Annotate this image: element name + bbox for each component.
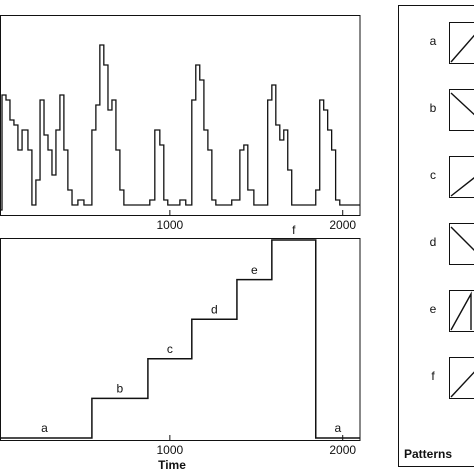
- x-tick-label: 1000: [157, 218, 184, 232]
- step-label: f: [292, 223, 296, 237]
- step-label: a: [335, 421, 342, 435]
- x-tick-label: 2000: [329, 218, 356, 232]
- step-line: [0, 239, 360, 439]
- patterns-frame: [398, 5, 474, 467]
- x-axis-label: Time: [158, 458, 186, 472]
- step-line: [0, 44, 360, 211]
- pattern-shape: [450, 291, 472, 331]
- step-label: a: [41, 421, 48, 435]
- pattern-box: [449, 22, 474, 64]
- step-label: d: [211, 302, 218, 316]
- pattern-box: [449, 223, 474, 265]
- pattern-box: [449, 290, 474, 332]
- x-tick-label: 2000: [329, 443, 356, 457]
- pattern-box: [449, 357, 474, 399]
- step-label: c: [167, 342, 173, 356]
- pattern-label: e: [430, 302, 437, 316]
- pattern-box: [449, 89, 474, 131]
- patterns-title: Patterns: [404, 447, 452, 461]
- pattern-label: a: [430, 34, 437, 48]
- pattern-shape: [450, 92, 474, 116]
- pattern-box: [449, 156, 474, 198]
- step-label: e: [251, 263, 258, 277]
- pattern-label: b: [430, 101, 437, 115]
- pattern-shape: [450, 34, 474, 63]
- pattern-shape: [450, 371, 474, 398]
- step-label: b: [117, 382, 124, 396]
- pattern-label: c: [430, 168, 436, 182]
- top-plot-frame: [0, 15, 361, 216]
- pattern-shape: [450, 226, 474, 251]
- pattern-label: f: [431, 369, 435, 383]
- pattern-shape: [450, 177, 474, 197]
- pattern-label: d: [430, 235, 437, 249]
- x-tick-label: 1000: [157, 443, 184, 457]
- bottom-plot-frame: [0, 238, 361, 441]
